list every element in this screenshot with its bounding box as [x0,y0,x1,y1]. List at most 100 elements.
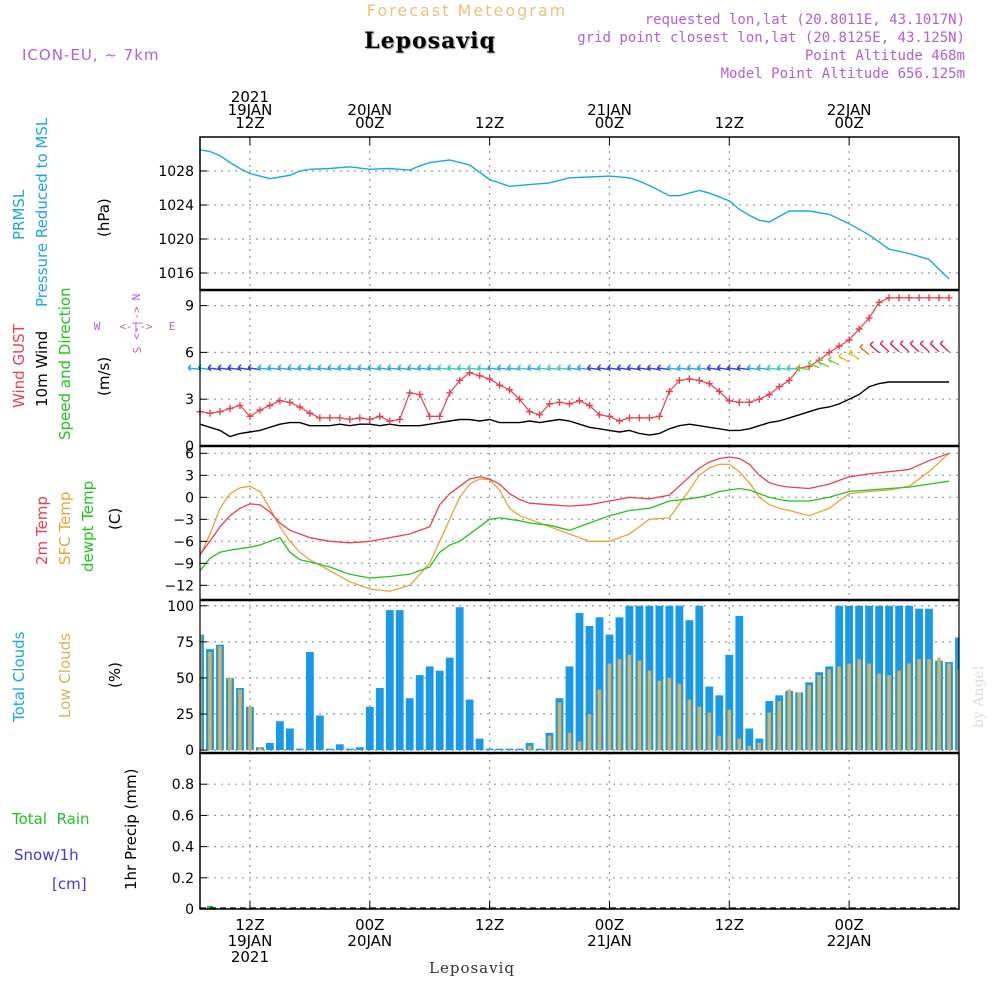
wind-direction-arrow [527,364,540,372]
gust-marker [416,391,424,399]
cloud-labels: Total Clouds Low Clouds (%) [10,631,124,723]
gust-line [199,297,949,422]
gust-marker [705,380,713,388]
gust-marker [326,414,334,422]
temperature-ytick-label: −12 [164,578,194,594]
low-cloud-bar [907,663,911,751]
wind-direction-arrow [716,364,730,372]
wind-direction-arrow [257,364,271,372]
wind-direction-arrow [457,364,470,372]
wind10-line [199,381,949,438]
total-cloud-bar [385,610,394,751]
wind-direction-arrow [577,364,590,372]
gust-marker [675,376,683,384]
total-cloud-bar [355,747,364,751]
total-cloud-bar [495,748,504,751]
temperature-ytick-label: −6 [173,534,194,550]
gust-marker [216,408,224,416]
wind-direction-arrow [647,364,660,372]
total-cloud-bar [425,666,434,751]
total-cloud-bar [286,728,294,751]
low-cloud-bar [208,652,212,751]
temperature-frame [199,445,960,601]
low-cloud-bar [200,634,202,751]
wind-direction-arrow [217,364,231,372]
wind-direction-arrow [437,364,450,372]
precip-ytick-label: 0.4 [172,840,194,856]
temperature-ytick-label: 3 [185,468,194,484]
pressure-labels: PRMSL Pressure Reduced to MSL (hPa) [10,117,113,307]
gust-marker [516,395,524,403]
compass-arrow-we: <-|-> [119,320,152,333]
top-time-label: 21JAN [587,101,632,119]
total-cloud-bar [505,748,514,751]
gust-marker [895,294,903,302]
wind-unit-label: (m/s) [95,357,113,396]
low-cloud-bar [857,659,861,751]
gust-marker [406,389,414,397]
wind-direction-arrow [187,364,201,372]
total-cloud-bar [685,620,694,751]
total-cloud-bar [375,688,384,751]
gust-marker [396,415,404,423]
wind-ytick-label: 9 [185,299,194,315]
top-time-label: 12Z [475,114,504,132]
total-cloud-bar [695,605,704,751]
low-cloud-bar [827,669,831,751]
gust-marker [276,397,284,405]
low-cloud-bar [597,689,602,751]
bottom-time-label: 19JAN [228,932,273,950]
gust-marker [715,387,723,395]
gust-marker [945,294,953,302]
total-cloud-bar [715,695,724,751]
bottom-time-label: 20JAN [347,932,392,950]
wind-direction-arrow [817,358,830,368]
total-cloud-bar [200,634,204,751]
gust-marker [745,398,753,406]
gust-marker [775,383,783,391]
prmsl-label: PRMSL [10,189,28,240]
gust-marker [236,401,244,409]
wind-direction-arrow [696,364,710,372]
gust-marker [605,412,613,420]
total-cloud-bar [395,610,404,751]
gust-marker [855,325,863,333]
low-cloud-bar [607,663,612,751]
wind-direction-arrow [879,340,890,353]
total-cloud-bar [315,715,324,751]
precip-ytick-label: 0 [185,902,194,918]
wind-direction-arrow [899,340,910,353]
wind-direction-arrow [909,340,920,353]
low-cloud-bar [238,689,242,751]
gust-marker [865,314,873,322]
low-cloud-bar [617,659,622,751]
low-cloud-bar [807,685,811,751]
top-time-label: 19JAN [228,101,273,119]
low-cloud-bar [717,735,722,751]
gust-marker [935,294,943,302]
gust-marker [655,412,663,420]
total-cloud-bar [325,748,334,751]
total-cloud-bar [675,605,684,751]
wind-direction-arrow [567,364,580,372]
total-cloud-bar [345,748,354,751]
total-cloud-bar [306,652,314,751]
top-time-label: 00Z [834,114,863,132]
gust-marker [885,294,893,302]
gust-marker [785,376,793,384]
total-cloud-bar [405,698,414,751]
total-cloud-bar [735,615,744,751]
total-cloud-bar [565,666,574,751]
wind-direction-arrow [889,340,900,353]
gust-marker [566,400,574,408]
t2m-line [199,452,950,555]
gust-marker [546,400,554,408]
total-cloud-bar [575,613,584,751]
wind-ytick-label: 6 [185,345,194,361]
low-cloud-bar [547,735,552,751]
gust-marker [346,415,354,423]
low-cloud-bar [667,677,672,751]
gust-marker [296,403,304,411]
wind-direction-arrow [377,364,390,372]
page-title: Leposaviq [364,28,496,54]
